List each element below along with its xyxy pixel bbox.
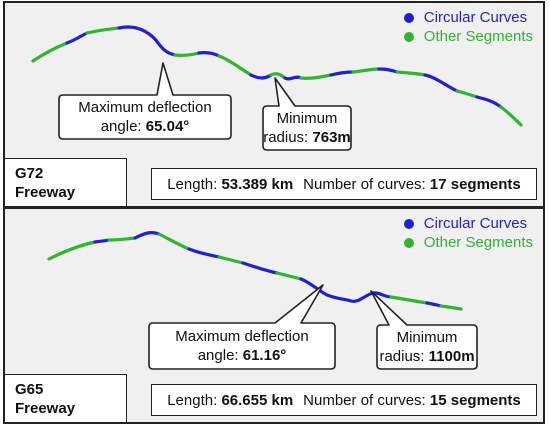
- blue-dot-icon: [403, 12, 414, 23]
- g72-callout-shapes: [58, 62, 352, 151]
- g72-segment-other: [217, 54, 253, 77]
- info-box: Length: 66.655 km Number of curves: 15 s…: [151, 384, 537, 416]
- length-label: Length:: [167, 391, 218, 409]
- deflection-line: angle: 65.04°: [59, 117, 231, 136]
- g72-segment-other: [85, 26, 121, 35]
- g72-deflection-callout: [58, 62, 232, 140]
- radius-value: 1100m: [428, 348, 475, 365]
- g65-segment-curve: [187, 247, 221, 259]
- radius-value: 763m: [312, 129, 351, 146]
- g65-segment-other: [157, 232, 191, 251]
- g65-segment-other: [275, 271, 303, 281]
- g72-alignment: [31, 25, 523, 127]
- radius-label: radius:: [379, 348, 429, 365]
- legend-label: Circular Curves: [423, 9, 528, 26]
- green-dot-icon: [403, 237, 414, 248]
- panel-g72: Circular Curves Other Segments Maximum d…: [3, 1, 545, 208]
- g72-segment-curve: [65, 31, 89, 45]
- radius-label: radius:: [263, 129, 313, 146]
- freeway-code: G65: [15, 380, 44, 398]
- radius-label: Minimum: [396, 329, 458, 346]
- legend-label: Circular Curves: [423, 215, 528, 232]
- legend-item-other: Other Segments: [403, 233, 533, 252]
- g65-segment-other: [439, 304, 463, 311]
- g72-segment-curve: [117, 25, 177, 57]
- g72-deflection-text: Maximum deflection angle: 65.04°: [59, 98, 231, 136]
- legend: Circular Curves Other Segments: [403, 214, 533, 252]
- g72-segment-other: [395, 70, 427, 77]
- g72-segment-curve: [475, 95, 503, 109]
- g65-callout-shapes: [148, 284, 478, 370]
- g72-radius-text: Minimum radius: 763m: [263, 109, 351, 147]
- g72-segment-other: [351, 67, 381, 74]
- g72-segment-curve: [197, 51, 221, 58]
- g72-segment-other: [173, 51, 201, 57]
- g72-radius-callout: [262, 77, 352, 151]
- deflection-line: angle: 61.16°: [149, 346, 335, 365]
- legend-label: Other Segments: [423, 234, 533, 251]
- deflection-label: Maximum deflection: [175, 328, 309, 345]
- g65-radius-callout: [370, 290, 478, 370]
- g65-deflection-text: Maximum deflection angle: 61.16°: [149, 327, 335, 365]
- radius-label: Minimum: [276, 110, 338, 127]
- length-value: 66.655 km: [221, 391, 294, 409]
- g72-segment-other: [31, 41, 69, 63]
- curves-value: 17 segments: [429, 175, 521, 193]
- deflection-label: angle:: [197, 347, 243, 364]
- g65-segment-curve: [241, 261, 279, 275]
- curves-label: Number of curves:: [303, 391, 426, 409]
- g72-segment-curve: [423, 73, 459, 93]
- curves-value: 15 segments: [429, 391, 521, 409]
- g65-segment-other: [47, 240, 97, 261]
- g72-segment-curve: [329, 70, 355, 77]
- blue-dot-icon: [403, 218, 414, 229]
- legend: Circular Curves Other Segments: [403, 8, 533, 46]
- g65-segment-other: [217, 255, 245, 265]
- g65-segment-other: [389, 295, 429, 305]
- radius-line: radius: 763m: [263, 128, 351, 147]
- panel-g65: Circular Curves Other Segments Maximum d…: [3, 207, 545, 424]
- freeway-type: Freeway: [15, 399, 76, 417]
- g65-radius-text: Minimum radius: 1100m: [377, 328, 477, 366]
- legend-item-curves: Circular Curves: [403, 214, 533, 233]
- curves-label: Number of curves:: [303, 175, 426, 193]
- freeway-name-box: G65 Freeway: [5, 374, 127, 422]
- deflection-value: 65.04°: [145, 118, 190, 135]
- freeway-name-box: G72 Freeway: [5, 158, 127, 206]
- deflection-label: Maximum deflection: [78, 99, 212, 116]
- length-label: Length:: [167, 175, 218, 193]
- legend-item-curves: Circular Curves: [403, 8, 533, 27]
- length-value: 53.389 km: [221, 175, 294, 193]
- radius-line: radius: 1100m: [377, 347, 477, 366]
- g65-segment-curve: [133, 231, 161, 240]
- deflection-value: 61.16°: [242, 347, 287, 364]
- g65-deflection-callout: [148, 284, 336, 370]
- g72-segment-other: [499, 105, 523, 127]
- freeway-type: Freeway: [15, 183, 76, 201]
- legend-item-other: Other Segments: [403, 27, 533, 46]
- info-box: Length: 53.389 km Number of curves: 17 s…: [151, 168, 537, 200]
- g72-segment-curve: [249, 73, 273, 80]
- green-dot-icon: [403, 31, 414, 42]
- g72-segment-other: [299, 73, 333, 80]
- legend-label: Other Segments: [423, 28, 533, 45]
- freeway-code: G72: [15, 164, 44, 182]
- g65-segment-other: [107, 236, 137, 242]
- deflection-label: angle:: [100, 118, 146, 135]
